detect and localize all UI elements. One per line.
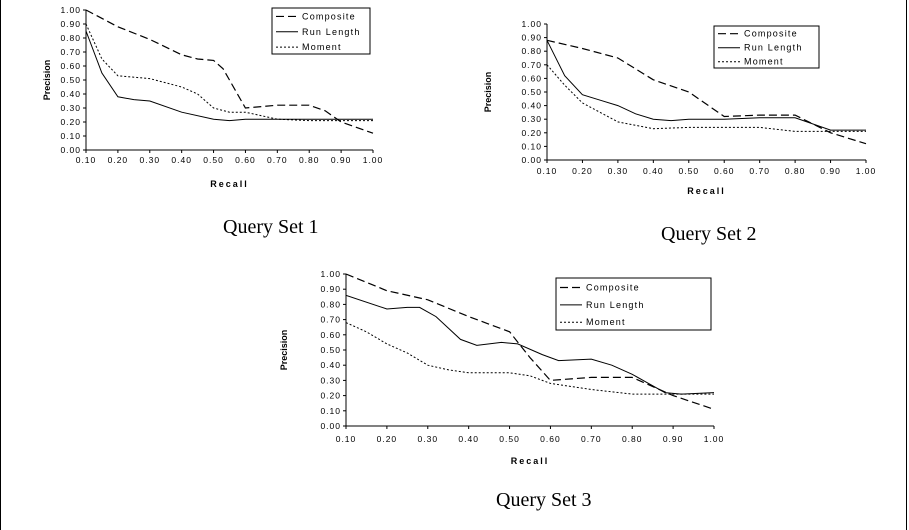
- y-tick-label: 0.80: [60, 33, 81, 43]
- x-axis-label: Recall: [511, 456, 550, 466]
- y-tick-label: 0.30: [60, 103, 81, 113]
- chart-query-set-3: 0.00 0.10 0.20 0.30 0.40 0.50 0.60 0.70 0.80 0.90…: [279, 269, 725, 466]
- y-tick-label: 0.00: [60, 145, 81, 155]
- x-tick-label: 0.50: [679, 166, 700, 176]
- y-axis-label: Precision: [42, 60, 52, 101]
- series-line-moment: [86, 23, 373, 122]
- y-tick-label: 0.00: [521, 155, 542, 165]
- x-tick-label: 0.90: [331, 155, 352, 165]
- y-tick-label: 0.10: [320, 406, 341, 416]
- y-tick-label: 0.70: [60, 47, 81, 57]
- legend-label: Run Length: [586, 300, 645, 310]
- y-tick-label: 0.40: [320, 360, 341, 370]
- x-tick-label: 0.60: [714, 166, 735, 176]
- x-tick-label: 1.00: [363, 155, 384, 165]
- x-tick-label: 0.40: [643, 166, 664, 176]
- series-line-composite: [346, 273, 715, 410]
- x-tick-label: 0.30: [608, 166, 629, 176]
- series-line-run-length: [346, 294, 715, 395]
- figure-canvas: 0.000.100.200.300.400.500.600.700.800.90…: [42, 5, 877, 466]
- y-tick-label: 0.20: [320, 391, 341, 401]
- x-tick-label: 0.20: [108, 155, 129, 165]
- y-tick-label: 0.20: [521, 128, 542, 138]
- y-tick-label: 0.60: [521, 73, 542, 83]
- y-tick-label: 1.00: [521, 19, 542, 29]
- x-tick-label: 0.40: [458, 434, 479, 444]
- y-tick-label: 0.30: [320, 375, 341, 385]
- legend-label: Composite: [586, 283, 640, 293]
- legend-label: Moment: [744, 57, 784, 67]
- x-tick-label: 0.40: [171, 155, 192, 165]
- y-tick-label: 0.90: [521, 33, 542, 43]
- series-line-run-length: [86, 30, 373, 122]
- series-line-run-length: [547, 40, 866, 131]
- x-tick-label: 1.00: [856, 166, 877, 176]
- y-tick-label: 0.40: [60, 89, 81, 99]
- y-tick-label: 0.50: [521, 87, 542, 97]
- series-line-composite: [547, 39, 867, 145]
- caption-query-set-1: Query Set 1: [223, 216, 319, 238]
- y-tick-label: 1.00: [320, 269, 341, 279]
- x-tick-label: 0.20: [377, 434, 398, 444]
- legend-label: Composite: [744, 29, 798, 39]
- x-tick-label: 0.80: [622, 434, 643, 444]
- x-tick-label: 0.10: [336, 434, 357, 444]
- y-tick-label: 0.20: [60, 117, 81, 127]
- y-axis-label: Precision: [483, 72, 493, 113]
- y-tick-label: 0.50: [320, 345, 341, 355]
- x-tick-label: 0.80: [299, 155, 320, 165]
- chart-query-set-1: 0.000.100.200.300.400.500.600.700.800.90…: [42, 5, 384, 189]
- x-tick-label: 0.70: [749, 166, 770, 176]
- x-tick-label: 0.30: [140, 155, 161, 165]
- chart-query-set-2: 0.000.100.200.300.400.500.600.700.800.90…: [483, 19, 877, 196]
- caption-query-set-2: Query Set 2: [661, 223, 757, 245]
- y-tick-label: 0.70: [521, 60, 542, 70]
- x-tick-label: 0.70: [267, 155, 288, 165]
- x-tick-label: 0.60: [235, 155, 256, 165]
- y-tick-label: 0.60: [60, 61, 81, 71]
- x-tick-label: 0.50: [499, 434, 520, 444]
- series-line-moment: [346, 322, 714, 395]
- x-tick-label: 0.10: [76, 155, 97, 165]
- legend-label: Composite: [302, 11, 356, 21]
- x-axis-label: Recall: [210, 179, 249, 189]
- y-tick-label: 0.70: [320, 315, 341, 325]
- x-tick-label: 0.20: [572, 166, 593, 176]
- x-tick-label: 0.50: [203, 155, 224, 165]
- y-tick-label: 1.00: [60, 5, 81, 15]
- y-tick-label: 0.00: [320, 421, 341, 431]
- x-tick-label: 0.30: [418, 434, 439, 444]
- y-tick-label: 0.90: [60, 19, 81, 29]
- y-tick-label: 0.40: [521, 101, 542, 111]
- x-tick-label: 0.90: [820, 166, 841, 176]
- y-axis-label: Precision: [279, 330, 289, 371]
- y-tick-label: 0.80: [320, 299, 341, 309]
- y-tick-label: 0.10: [521, 141, 542, 151]
- caption-query-set-3: Query Set 3: [496, 489, 592, 511]
- legend-box: [713, 25, 820, 69]
- legend-label: Run Length: [302, 27, 361, 37]
- legend-box: [271, 7, 371, 55]
- x-tick-label: 0.10: [537, 166, 558, 176]
- x-tick-label: 1.00: [704, 434, 725, 444]
- x-tick-label: 0.90: [663, 434, 684, 444]
- y-tick-label: 0.30: [521, 114, 542, 124]
- x-tick-label: 0.70: [581, 434, 602, 444]
- y-tick-label: 0.90: [320, 284, 341, 294]
- y-tick-label: 0.80: [521, 46, 542, 56]
- legend-label: Moment: [302, 42, 342, 52]
- x-tick-label: 0.60: [540, 434, 561, 444]
- y-tick-label: 0.10: [60, 131, 81, 141]
- series-line-composite: [86, 9, 374, 134]
- legend-label: Run Length: [744, 43, 803, 53]
- x-axis-label: Recall: [687, 186, 726, 196]
- legend-label: Moment: [586, 317, 626, 327]
- legend-box: [555, 277, 712, 331]
- y-tick-label: 0.50: [60, 75, 81, 85]
- x-tick-label: 0.80: [785, 166, 806, 176]
- y-tick-label: 0.60: [320, 330, 341, 340]
